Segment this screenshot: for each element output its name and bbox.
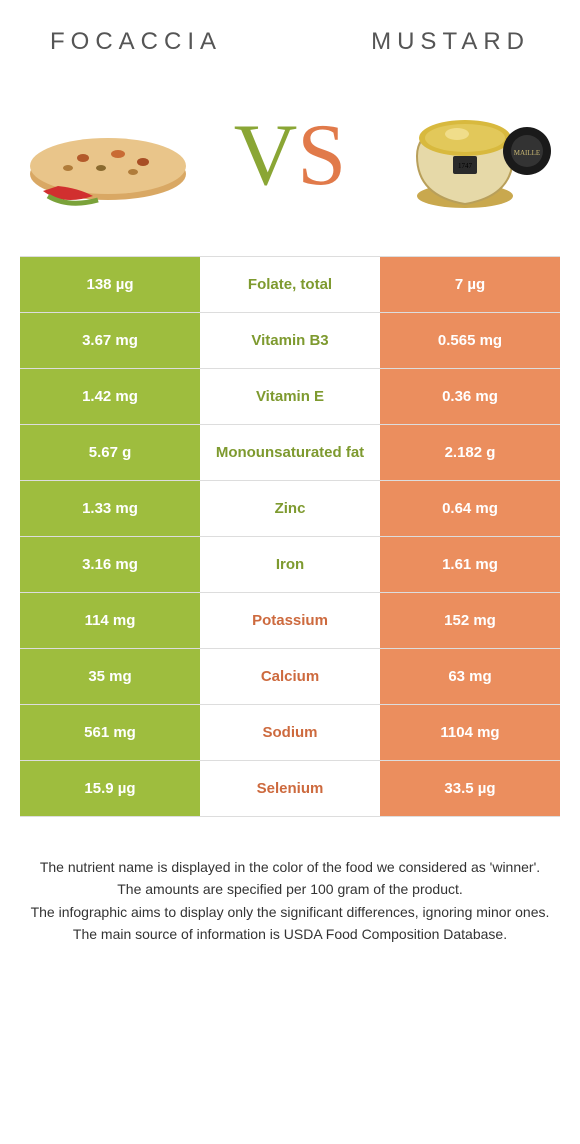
table-row: 35 mgCalcium63 mg — [20, 649, 560, 705]
table-row: 3.67 mgVitamin B30.565 mg — [20, 313, 560, 369]
left-value: 3.67 mg — [20, 313, 200, 368]
nutrient-label: Sodium — [200, 705, 380, 760]
table-row: 138 µgFolate, total7 µg — [20, 257, 560, 313]
mustard-icon: MAILLE 1747 — [387, 96, 557, 216]
right-value: 33.5 µg — [380, 761, 560, 816]
svg-text:1747: 1747 — [458, 162, 473, 170]
left-value: 138 µg — [20, 257, 200, 312]
table-row: 114 mgPotassium152 mg — [20, 593, 560, 649]
right-value: 0.36 mg — [380, 369, 560, 424]
table-row: 15.9 µgSelenium33.5 µg — [20, 761, 560, 817]
footnote-line: The main source of information is USDA F… — [30, 924, 550, 944]
left-value: 1.42 mg — [20, 369, 200, 424]
infographic-container: Focaccia Mustard VS — [0, 0, 580, 944]
nutrient-label: Monounsaturated fat — [200, 425, 380, 480]
nutrient-label: Calcium — [200, 649, 380, 704]
table-row: 3.16 mgIron1.61 mg — [20, 537, 560, 593]
nutrient-label: Folate, total — [200, 257, 380, 312]
nutrient-label: Selenium — [200, 761, 380, 816]
nutrient-label: Iron — [200, 537, 380, 592]
footnote-line: The nutrient name is displayed in the co… — [30, 857, 550, 877]
table-row: 1.33 mgZinc0.64 mg — [20, 481, 560, 537]
left-value: 114 mg — [20, 593, 200, 648]
title-left: Focaccia — [50, 28, 222, 56]
right-value: 1.61 mg — [380, 537, 560, 592]
right-value: 0.64 mg — [380, 481, 560, 536]
nutrient-label: Potassium — [200, 593, 380, 648]
right-value: 152 mg — [380, 593, 560, 648]
nutrient-label: Vitamin E — [200, 369, 380, 424]
title-row: Focaccia Mustard — [0, 0, 580, 66]
left-value: 3.16 mg — [20, 537, 200, 592]
right-value: 2.182 g — [380, 425, 560, 480]
vs-label: VS — [234, 112, 347, 200]
left-value: 1.33 mg — [20, 481, 200, 536]
footnotes: The nutrient name is displayed in the co… — [30, 857, 550, 944]
focaccia-icon — [23, 96, 193, 216]
right-value: 1104 mg — [380, 705, 560, 760]
table-row: 1.42 mgVitamin E0.36 mg — [20, 369, 560, 425]
nutrient-label: Vitamin B3 — [200, 313, 380, 368]
nutrient-label: Zinc — [200, 481, 380, 536]
comparison-table: 138 µgFolate, total7 µg3.67 mgVitamin B3… — [20, 256, 560, 817]
svg-text:MAILLE: MAILLE — [514, 149, 540, 157]
table-row: 561 mgSodium1104 mg — [20, 705, 560, 761]
focaccia-image — [20, 96, 195, 216]
title-right: Mustard — [371, 28, 530, 56]
mustard-image: MAILLE 1747 — [385, 96, 560, 216]
vs-v: V — [234, 112, 298, 200]
right-value: 63 mg — [380, 649, 560, 704]
left-value: 561 mg — [20, 705, 200, 760]
footnote-line: The infographic aims to display only the… — [30, 902, 550, 922]
right-value: 7 µg — [380, 257, 560, 312]
left-value: 35 mg — [20, 649, 200, 704]
table-row: 5.67 gMonounsaturated fat2.182 g — [20, 425, 560, 481]
left-value: 5.67 g — [20, 425, 200, 480]
vs-s: S — [297, 112, 346, 200]
left-value: 15.9 µg — [20, 761, 200, 816]
right-value: 0.565 mg — [380, 313, 560, 368]
hero-row: VS MAILLE 1747 — [0, 66, 580, 256]
footnote-line: The amounts are specified per 100 gram o… — [30, 879, 550, 899]
